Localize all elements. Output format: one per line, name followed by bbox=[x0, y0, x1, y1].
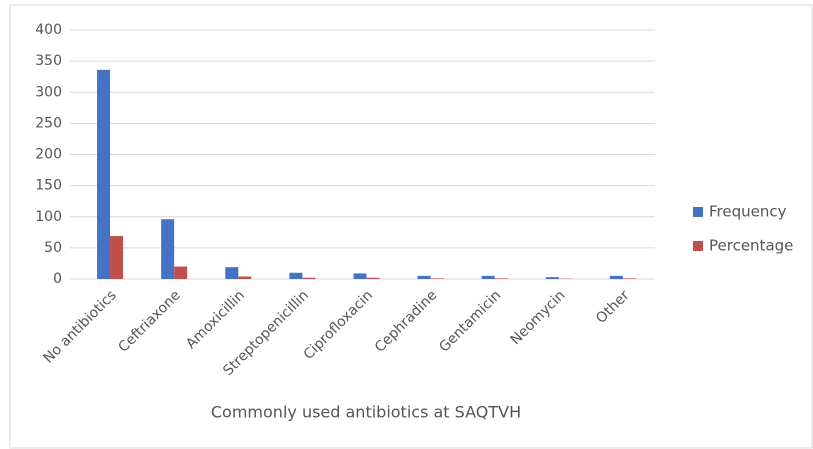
bar bbox=[430, 278, 444, 279]
bar bbox=[366, 277, 380, 279]
bar bbox=[174, 266, 188, 279]
bar bbox=[353, 273, 367, 279]
bar bbox=[289, 272, 303, 279]
x-tick-label: Neomycin bbox=[508, 287, 569, 348]
legend-label: Frequency bbox=[709, 203, 787, 221]
bar bbox=[161, 219, 175, 279]
x-tick-label: Cephradine bbox=[372, 287, 440, 355]
bar bbox=[417, 275, 431, 279]
bar bbox=[110, 236, 124, 279]
y-tick-label: 200 bbox=[35, 147, 62, 163]
bar bbox=[545, 277, 559, 279]
bar bbox=[97, 69, 111, 279]
legend-swatch bbox=[693, 207, 703, 217]
y-tick-label: 350 bbox=[35, 53, 62, 69]
x-tick-label: Gentamicin bbox=[436, 287, 504, 355]
bar bbox=[622, 278, 636, 279]
y-tick-label: 50 bbox=[44, 240, 62, 256]
y-tick-label: 100 bbox=[35, 209, 62, 225]
y-tick-label: 150 bbox=[35, 178, 62, 194]
legend-swatch bbox=[693, 241, 703, 251]
bar bbox=[494, 278, 508, 279]
y-tick-label: 400 bbox=[35, 22, 62, 38]
bar bbox=[238, 276, 252, 279]
x-axis-title: Commonly used antibiotics at SAQTVH bbox=[211, 403, 521, 422]
x-tick-label: Amoxicillin bbox=[183, 287, 248, 352]
y-tick-label: 300 bbox=[35, 84, 62, 100]
bar bbox=[225, 267, 239, 279]
y-tick-label: 250 bbox=[35, 115, 62, 131]
x-tick-label: Ceftriaxone bbox=[115, 287, 183, 355]
x-tick-label: Other bbox=[593, 287, 633, 327]
bar bbox=[302, 277, 316, 279]
x-tick-label: No antibiotics bbox=[40, 287, 119, 366]
legend-label: Percentage bbox=[709, 237, 793, 255]
bar bbox=[481, 275, 495, 279]
chart-frame bbox=[9, 4, 813, 449]
y-tick-label: 0 bbox=[53, 271, 62, 287]
bar bbox=[609, 275, 623, 279]
